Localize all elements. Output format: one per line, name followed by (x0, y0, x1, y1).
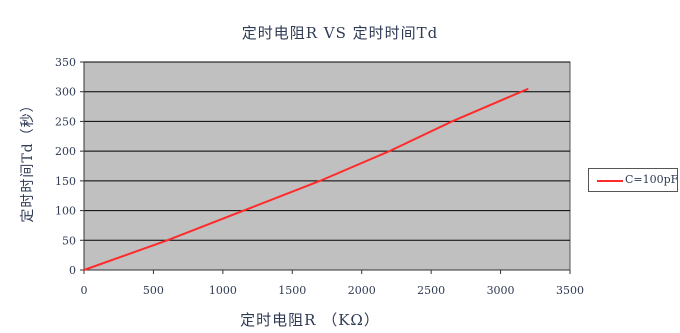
axis-layer (80, 61, 571, 274)
x-tick-label: 1000 (209, 284, 237, 297)
y-tick-label: 250 (55, 115, 76, 128)
x-tick-label: 500 (143, 284, 164, 297)
series-layer (83, 87, 529, 271)
y-tick-label: 0 (69, 264, 76, 277)
x-tick-label: 2000 (348, 284, 376, 297)
y-tick-label: 150 (55, 175, 76, 188)
y-tick-label: 350 (55, 56, 76, 69)
legend-label: C=100pF (625, 173, 679, 186)
x-axis-label: 定时电阻R （KΩ） (240, 311, 380, 329)
legend: C=100pF (588, 168, 678, 192)
y-tick-label: 100 (55, 205, 76, 218)
x-tick-label: 3500 (556, 284, 584, 297)
plot-background (83, 61, 571, 271)
grid-layer (84, 61, 570, 241)
series-line (83, 87, 529, 271)
legend-swatch (597, 180, 623, 182)
y-tick-label: 50 (62, 234, 76, 247)
y-tick-label: 200 (55, 145, 76, 158)
x-tick-label: 1500 (278, 284, 306, 297)
chart-title: 定时电阻R VS 定时时间Td (241, 24, 439, 42)
x-tick-label: 0 (81, 284, 88, 297)
x-tick-label: 3000 (487, 284, 515, 297)
x-tick-label: 2500 (417, 284, 445, 297)
y-tick-label: 300 (55, 86, 76, 99)
